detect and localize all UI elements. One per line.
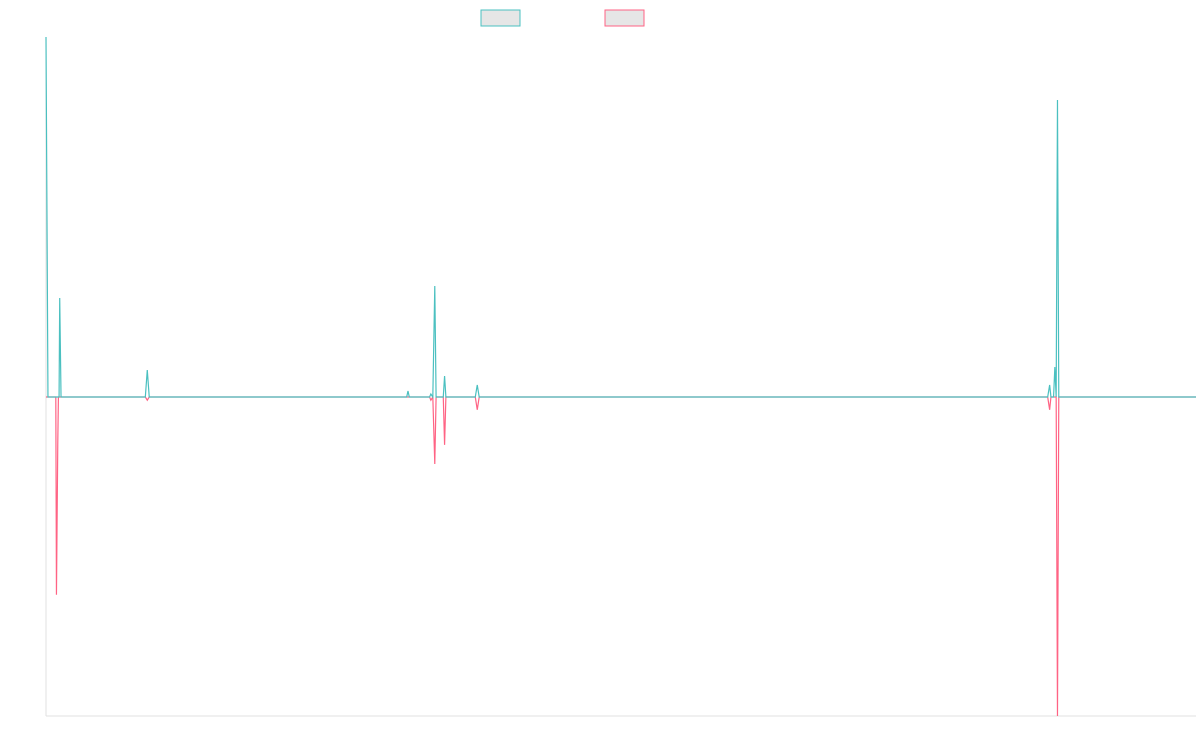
legend-swatch-series-b[interactable]: [604, 9, 645, 27]
axes: [45, 37, 1196, 717]
series-a-line: [45, 36, 1196, 399]
plot-area: [45, 36, 1196, 717]
series-b-line: [46, 394, 1196, 717]
legend-swatch-series-a[interactable]: [480, 9, 521, 27]
legend: [480, 9, 645, 27]
